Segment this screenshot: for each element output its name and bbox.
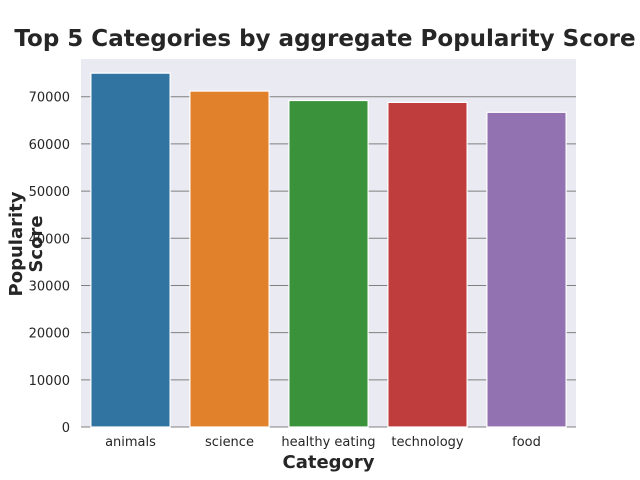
chart-title: Top 5 Categories by aggregate Popularity… (14, 26, 636, 52)
y-tick-label: 20000 (29, 327, 70, 342)
x-tick-label: science (205, 435, 254, 450)
y-tick-label: 10000 (29, 374, 70, 389)
y-tick-label: 60000 (29, 138, 70, 153)
x-tick-label: food (512, 435, 541, 450)
y-tick-label: 30000 (29, 279, 70, 294)
x-tick-label: animals (105, 435, 156, 450)
bar-food (486, 111, 567, 428)
bar-healthy-eating (288, 99, 369, 428)
y-tick-label: 50000 (29, 185, 70, 200)
y-axis-ticks: 0 10000 20000 30000 40000 50000 60000 70000 (29, 91, 70, 436)
y-axis-label: Popularity Score (6, 191, 47, 297)
bar-animals (90, 72, 171, 428)
bar-technology (387, 101, 468, 428)
y-tick-label: 70000 (29, 91, 70, 106)
bar-science (189, 90, 270, 428)
y-tick-label: 0 (62, 421, 70, 436)
y-tick-label: 40000 (29, 232, 70, 247)
x-axis-label: Category (282, 452, 375, 473)
bars (90, 72, 567, 428)
x-tick-label: technology (391, 435, 463, 450)
x-axis-ticks: animals science healthy eating technology fo… (105, 435, 541, 450)
x-tick-label: healthy eating (281, 435, 375, 450)
